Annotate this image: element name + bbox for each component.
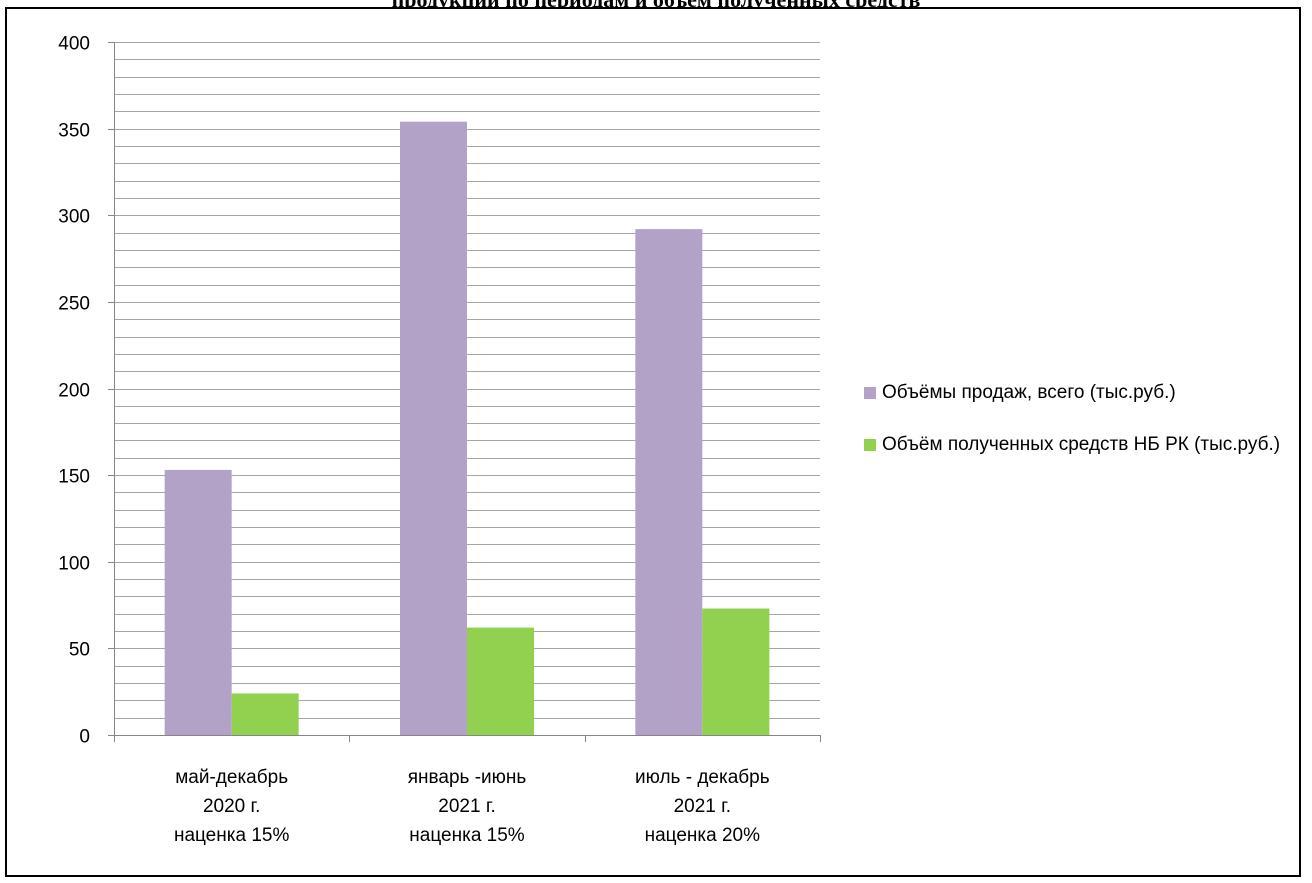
legend-item-sales: Объёмы продаж, всего (тыс.руб.): [864, 378, 1304, 407]
y-tick-label: 250: [58, 294, 90, 315]
x-tick-label: 2021 г.: [438, 796, 495, 817]
bar-funds: [702, 608, 770, 735]
x-tick-label: январь -июнь: [408, 767, 527, 788]
x-tick-label: 2021 г.: [674, 796, 731, 817]
bar-sales: [400, 121, 467, 735]
x-tick-label: май-декабрь: [175, 767, 288, 788]
legend-label-funds: Объём полученных средств НБ РК (тыс.руб.…: [882, 434, 1281, 455]
bars: [164, 121, 770, 736]
legend-swatch-sales: [864, 387, 876, 399]
legend: Объёмы продаж, всего (тыс.руб.) Объём по…: [864, 378, 1304, 459]
x-tick-label: наценка 15%: [409, 825, 524, 846]
legend-item-funds: Объём полученных средств НБ РК (тыс.руб.…: [864, 430, 1304, 459]
legend-swatch-funds: [864, 439, 876, 451]
x-tick-label: июль - декабрь: [635, 767, 770, 788]
bar-sales: [635, 229, 703, 736]
y-tick-label: 100: [58, 554, 90, 575]
y-tick-label: 400: [58, 34, 90, 55]
y-tick-label: 200: [58, 381, 90, 402]
y-tick-label: 0: [79, 727, 90, 748]
bar-sales: [164, 469, 232, 735]
axes: [108, 42, 821, 742]
y-tick-label: 50: [69, 640, 90, 661]
x-tick-labels: май-декабрь 2020 г. наценка 15% январь -июн…: [174, 767, 770, 846]
page-title: продукции по периодам и объём полученных…: [0, 0, 1312, 9]
x-tick-label: наценка 20%: [645, 825, 760, 846]
y-tick-label: 350: [58, 121, 90, 142]
legend-label-sales: Объёмы продаж, всего (тыс.руб.): [882, 382, 1176, 403]
y-tick-label: 150: [58, 467, 90, 488]
bar-funds: [231, 693, 299, 735]
y-tick-label: 300: [58, 207, 90, 228]
x-tick-label: наценка 15%: [174, 825, 289, 846]
y-tick-labels: 0 50 100 150 200 250 300 350 400: [58, 34, 90, 748]
bar-funds: [467, 627, 534, 735]
x-tick-label: 2020 г.: [203, 796, 260, 817]
